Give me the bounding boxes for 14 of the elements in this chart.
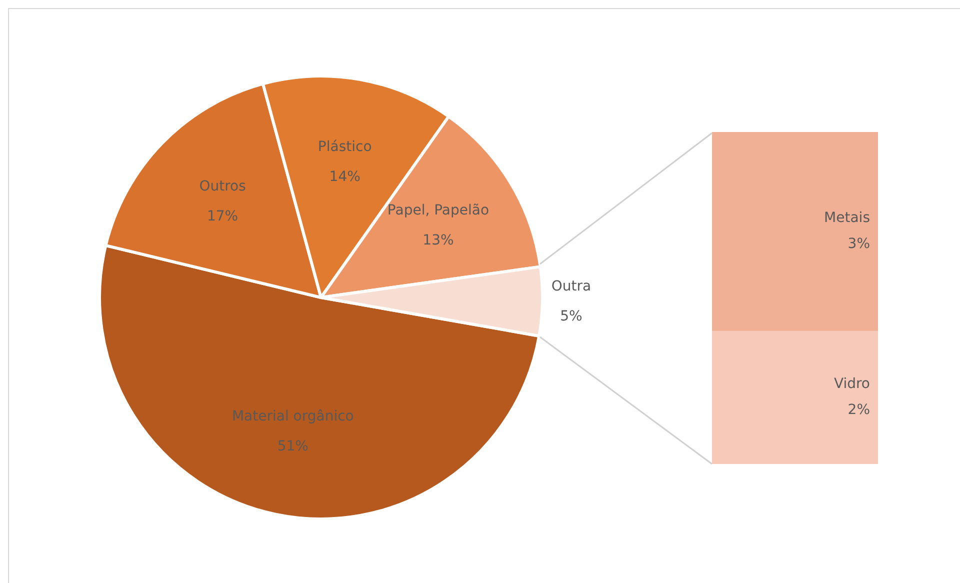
series-label: Metais	[824, 210, 870, 226]
slice-label: Plástico	[318, 138, 372, 155]
slice-label: Outros	[199, 178, 246, 194]
slice-label: Papel, Papelão	[387, 202, 490, 219]
data-label: 3%	[848, 236, 870, 252]
data-label: 5%	[560, 308, 582, 325]
series-label: Vidro	[834, 376, 870, 392]
data-label: 51%	[277, 438, 308, 455]
data-label: 14%	[329, 168, 360, 185]
data-label: 2%	[848, 402, 870, 418]
data-label: 13%	[422, 232, 454, 249]
data-label: 17%	[206, 208, 238, 224]
slice-label: Outra	[551, 278, 592, 295]
slice-label: Material orgânico	[232, 408, 354, 425]
